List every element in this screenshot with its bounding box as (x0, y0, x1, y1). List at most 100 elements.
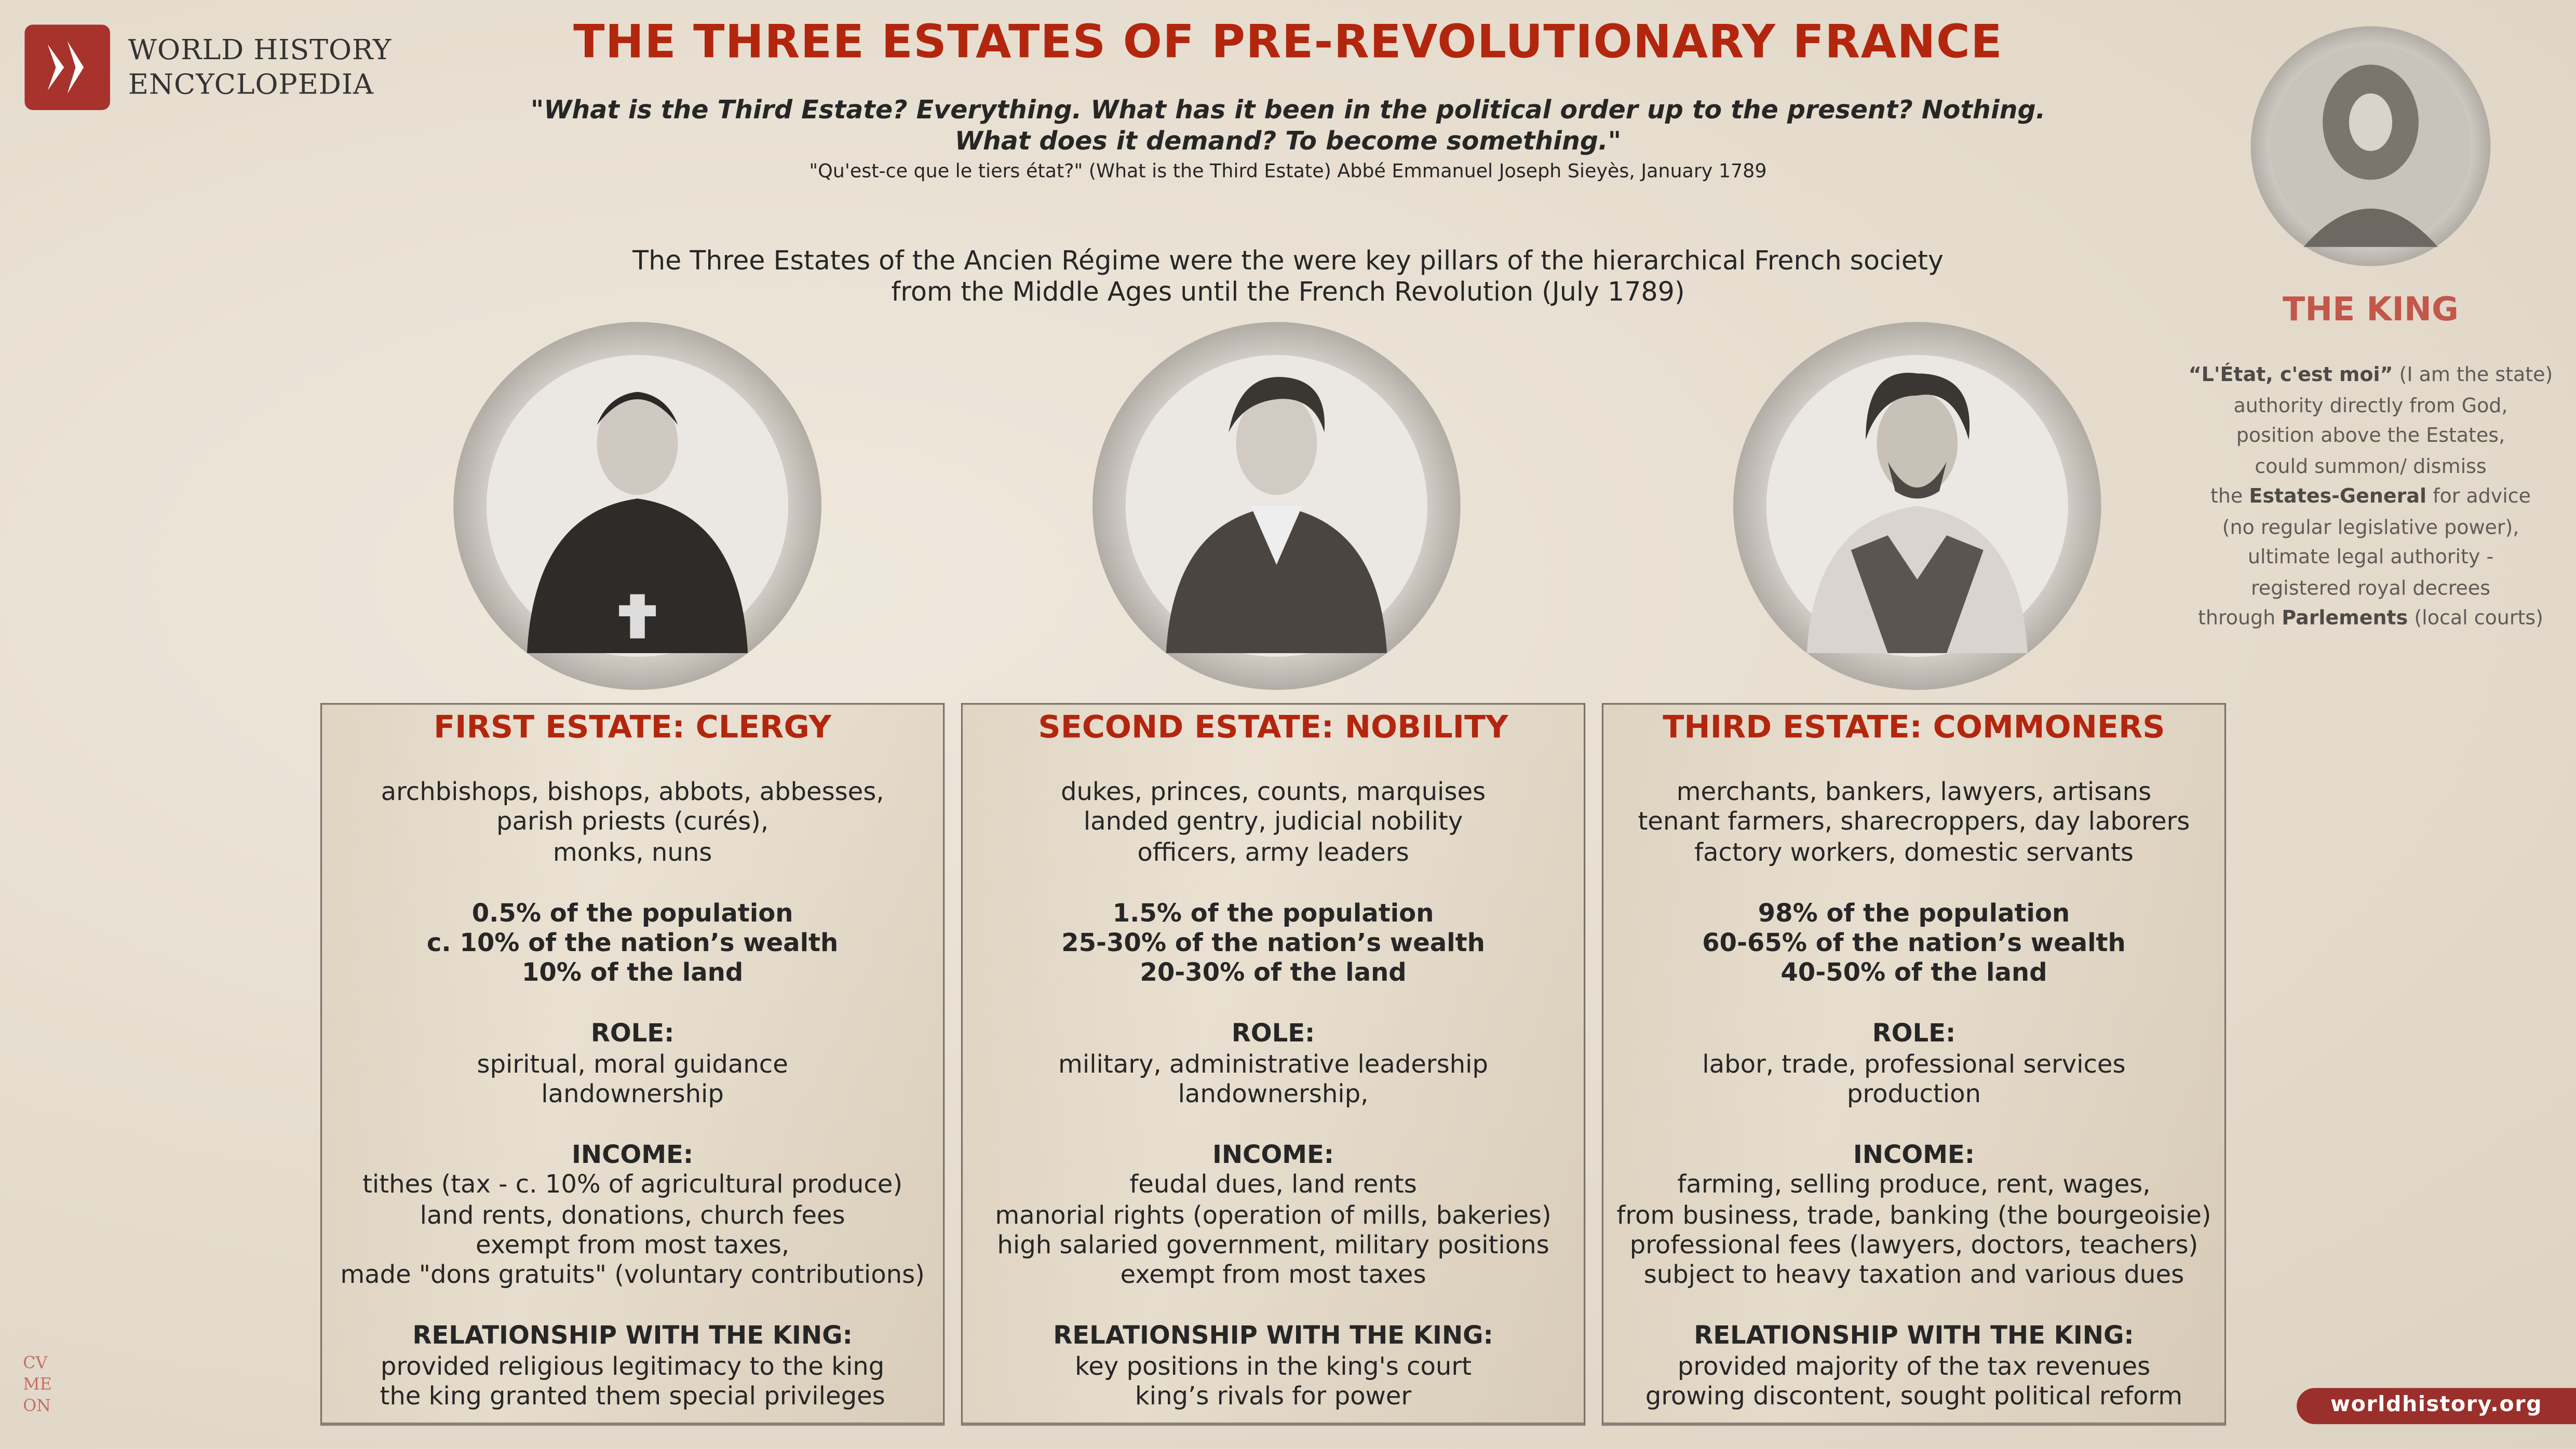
role-label: ROLE: (590, 1019, 675, 1049)
relationship-line: key positions in the king's court (1075, 1351, 1472, 1381)
nobility-portrait (1092, 322, 1461, 690)
king-line-5: the Estates-General for advice (2210, 484, 2531, 508)
corner-mark-line: CV (23, 1355, 48, 1374)
quote-line-2: What does it demand? To become something… (954, 126, 1622, 155)
relationship-section: RELATIONSHIP WITH THE KING: provided reli… (322, 1321, 943, 1412)
role-line: production (1846, 1079, 1981, 1109)
income-line: professional fees (lawyers, doctors, tea… (1629, 1230, 2199, 1260)
income-line: feudal dues, land rents (1129, 1170, 1417, 1200)
king-line-3: position above the Estates, (2236, 424, 2505, 447)
relationship-line: provided religious legitimacy to the kin… (380, 1351, 885, 1381)
relationship-line: the king granted them special privileges (380, 1382, 885, 1411)
quote-line-1: "What is the Third Estate? Everything. W… (530, 95, 2046, 125)
members-line: parish priests (curés), (496, 807, 769, 837)
stats-line: 1.5% of the population (1112, 898, 1434, 928)
stats-line: c. 10% of the nation’s wealth (426, 928, 839, 958)
estate-box-clergy: FIRST ESTATE: CLERGY archbishops, bishops… (320, 703, 945, 1426)
relationship-line: growing discontent, sought political ref… (1645, 1382, 2183, 1411)
estate-heading: SECOND ESTATE: NOBILITY (1038, 709, 1508, 746)
king-description: “L'État, c'est moi” (I am the state) aut… (2165, 360, 2576, 633)
king-line-8: registered royal decrees (2250, 575, 2491, 599)
stats-line: 98% of the population (1758, 898, 2070, 928)
income-label: INCOME: (1212, 1140, 1334, 1170)
role-section: ROLE: military, administrative leadership… (963, 1019, 1584, 1109)
members-line: monks, nuns (552, 837, 712, 867)
king-line-9: through Parlements (local courts) (2198, 606, 2543, 629)
commoner-portrait (1733, 322, 2101, 690)
role-line: landownership, (1178, 1079, 1369, 1109)
estate-heading: FIRST ESTATE: CLERGY (434, 709, 832, 746)
logo-icon[interactable] (24, 24, 110, 110)
king-heading: THE KING (2283, 289, 2459, 329)
page-title: THE THREE ESTATES OF PRE-REVOLUTIONARY F… (573, 15, 2003, 69)
income-label: INCOME: (1853, 1140, 1975, 1170)
logo-text[interactable]: WORLD HISTORY ENCYCLOPEDIA (128, 34, 392, 103)
income-label: INCOME: (572, 1140, 694, 1170)
income-section: INCOME: farming, selling produce, rent, w… (1603, 1140, 2224, 1291)
role-line: landownership (541, 1079, 724, 1109)
relationship-line: king’s rivals for power (1135, 1382, 1412, 1411)
king-line-6: (no regular legislative power), (2222, 514, 2519, 538)
income-line: made "dons gratuits" (voluntary contribu… (340, 1261, 925, 1291)
king-line-4: could summon/ dismiss (2255, 454, 2487, 478)
income-line: land rents, donations, church fees (420, 1200, 845, 1230)
king-line-2: authority directly from God, (2233, 393, 2508, 417)
estate-box-commoners: THIRD ESTATE: COMMONERS merchants, banker… (1601, 703, 2227, 1426)
relationship-label: RELATIONSHIP WITH THE KING: (1694, 1321, 2134, 1351)
relationship-label: RELATIONSHIP WITH THE KING: (1053, 1321, 1493, 1351)
income-line: subject to heavy taxation and various du… (1643, 1261, 2184, 1291)
relationship-line: provided majority of the tax revenues (1677, 1351, 2151, 1381)
income-line: exempt from most taxes, (475, 1230, 790, 1260)
stats-line: 10% of the land (521, 958, 744, 988)
members-section: archbishops, bishops, abbots, abbesses, p… (322, 777, 943, 868)
income-section: INCOME: tithes (tax - c. 10% of agricultu… (322, 1140, 943, 1291)
members-line: dukes, princes, counts, marquises (1060, 777, 1486, 807)
role-label: ROLE: (1872, 1019, 1956, 1049)
stats-line: 25-30% of the nation’s wealth (1061, 928, 1485, 958)
role-label: ROLE: (1231, 1019, 1315, 1049)
corner-mark: CV ME ON (23, 1353, 52, 1417)
stats-section: 0.5% of the population c. 10% of the nati… (322, 898, 943, 988)
estate-heading: THIRD ESTATE: COMMONERS (1663, 709, 2165, 746)
king-line-1: “L'État, c'est moi” (I am the state) (2188, 363, 2553, 386)
stats-section: 1.5% of the population 25-30% of the nati… (963, 898, 1584, 988)
income-line: high salaried government, military posit… (997, 1230, 1549, 1260)
corner-mark-line: ME (23, 1376, 52, 1395)
intro-text: The Three Estates of the Ancien Régime w… (493, 246, 2083, 307)
stats-line: 0.5% of the population (471, 898, 793, 928)
income-line: from business, trade, banking (the bourg… (1616, 1200, 2211, 1230)
members-line: tenant farmers, sharecroppers, day labor… (1638, 807, 2190, 837)
relationship-section: RELATIONSHIP WITH THE KING: key positions… (963, 1321, 1584, 1412)
estate-body: merchants, bankers, lawyers, artisans ten… (1603, 777, 2224, 1442)
website-link[interactable]: worldhistory.org (2297, 1388, 2576, 1425)
stats-line: 40-50% of the land (1781, 958, 2047, 988)
income-line: exempt from most taxes (1120, 1261, 1426, 1291)
king-portrait (2250, 26, 2491, 266)
intro-line-2: from the Middle Ages until the French Re… (891, 275, 1685, 307)
role-section: ROLE: labor, trade, professional services… (1603, 1019, 2224, 1109)
role-line: labor, trade, professional services (1702, 1049, 2126, 1079)
quote: "What is the Third Estate? Everything. W… (493, 96, 2083, 156)
quote-attribution: "Qu'est-ce que le tiers état?" (What is … (809, 159, 1767, 183)
income-line: tithes (tax - c. 10% of agricultural pro… (362, 1170, 903, 1200)
estate-body: archbishops, bishops, abbots, abbesses, p… (322, 777, 943, 1442)
king-line-7: ultimate legal authority - (2247, 545, 2494, 568)
stats-section: 98% of the population 60-65% of the natio… (1603, 898, 2224, 988)
members-line: merchants, bankers, lawyers, artisans (1676, 777, 2152, 807)
role-line: spiritual, moral guidance (477, 1049, 788, 1079)
members-section: dukes, princes, counts, marquises landed … (963, 777, 1584, 868)
members-line: factory workers, domestic servants (1694, 837, 2134, 867)
income-line: manorial rights (operation of mills, bak… (995, 1200, 1552, 1230)
corner-mark-line: ON (23, 1398, 51, 1416)
stats-line: 60-65% of the nation’s wealth (1702, 928, 2126, 958)
income-section: INCOME: feudal dues, land rents manorial r… (963, 1140, 1584, 1291)
members-line: officers, army leaders (1137, 837, 1409, 867)
members-line: landed gentry, judicial nobility (1083, 807, 1463, 837)
logo-line-1: WORLD HISTORY (128, 34, 392, 67)
role-section: ROLE: spiritual, moral guidance landowners… (322, 1019, 943, 1109)
clergy-portrait (453, 322, 821, 690)
estate-box-nobility: SECOND ESTATE: NOBILITY dukes, princes, c… (961, 703, 1586, 1426)
members-section: merchants, bankers, lawyers, artisans ten… (1603, 777, 2224, 868)
estate-body: dukes, princes, counts, marquises landed … (963, 777, 1584, 1442)
